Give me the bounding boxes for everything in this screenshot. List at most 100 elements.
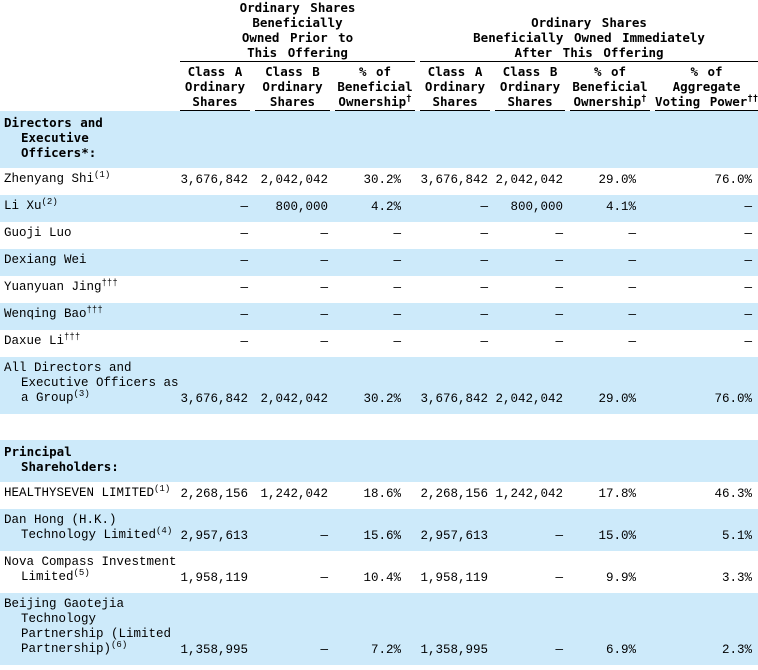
group-header-prior: Ordinary Shares Beneficially Owned Prior t…	[180, 0, 416, 62]
cell-pct-voting-after: —	[744, 335, 753, 349]
footnote-reference: (1)	[94, 169, 111, 180]
table-row: Guoji Luo — — — — — — —	[0, 222, 758, 249]
column-header-pct-beneficial-prior: % of Beneficial Ownership†	[335, 62, 416, 111]
cell-classB-prior	[250, 111, 330, 168]
cell-classA-prior: —	[240, 254, 248, 268]
row-label: Directors and Executive Officers*:	[4, 115, 103, 160]
column-header-classA-prior: Class A Ordinary Shares	[180, 62, 250, 111]
cell-pct-voting-after: —	[744, 227, 753, 241]
cell-classB-prior: —	[320, 643, 328, 657]
table-body: Directors and Executive Officers*: Zhenyang…	[0, 111, 758, 665]
cell-pct-voting-after: —	[744, 254, 753, 268]
cell-pct-beneficial-after: 9.9%	[606, 571, 637, 585]
group-header-after: Ordinary Shares Beneficially Owned Immedi…	[420, 15, 758, 62]
cell-pct-beneficial-after	[565, 111, 650, 168]
cell-classA-prior: 3,676,842	[180, 392, 248, 406]
cell-pct-voting-after	[650, 440, 758, 482]
cell-classB-after: —	[555, 308, 564, 322]
cell-classA-after	[415, 440, 490, 482]
cell-classA-prior: —	[240, 281, 248, 295]
footnote-reference: (5)	[73, 567, 90, 578]
cell-classA-prior: 1,358,995	[180, 643, 248, 657]
cell-classA-prior: 2,268,156	[180, 487, 248, 501]
cell-classB-prior: 2,042,042	[260, 173, 328, 187]
cell-classA-after: —	[480, 281, 489, 295]
cell-pct-beneficial-prior: 18.6%	[363, 487, 402, 501]
cell-classB-prior: —	[320, 281, 328, 295]
cell-pct-beneficial-prior: —	[393, 308, 402, 322]
spacer-cell	[0, 414, 758, 440]
cell-pct-beneficial-after: 29.0%	[598, 392, 637, 406]
footnote-reference: (3)	[73, 388, 90, 399]
section-spacer-row	[0, 414, 758, 440]
column-header-classB-after: Class B Ordinary Shares	[495, 62, 566, 111]
row-label: Beijing Gaotejia Technology Partnership (L…	[4, 597, 172, 656]
cell-pct-beneficial-prior	[330, 440, 415, 482]
cell-pct-beneficial-prior: 30.2%	[363, 173, 402, 187]
cell-pct-voting-after: —	[744, 281, 753, 295]
cell-classA-prior: —	[240, 308, 248, 322]
cell-classB-prior: 2,042,042	[260, 392, 328, 406]
row-label: Principal Shareholders:	[4, 444, 119, 474]
table-row: Beijing Gaotejia Technology Partnership (L…	[0, 593, 758, 665]
row-label: Wenqing Bao†††	[4, 304, 103, 321]
cell-pct-beneficial-prior: 7.2%	[371, 643, 402, 657]
cell-classA-after: 3,676,842	[420, 392, 489, 406]
footnote-marker: ††	[747, 93, 758, 104]
cell-classA-after: 3,676,842	[420, 173, 489, 187]
row-label: HEALTHYSEVEN LIMITED(1)	[4, 483, 171, 500]
cell-classB-prior: 800,000	[275, 200, 328, 214]
table-row: All Directors and Executive Officers as a …	[0, 357, 758, 414]
footnote-reference: (6)	[111, 639, 128, 650]
cell-pct-voting-after	[650, 111, 758, 168]
table-row: Directors and Executive Officers*:	[0, 111, 758, 168]
cell-classB-prior: —	[320, 335, 328, 349]
cell-classA-after	[415, 111, 490, 168]
table-row: Daxue Li††† — — — — — — —	[0, 330, 758, 357]
footnote-reference: (4)	[156, 525, 173, 536]
cell-classA-after: 2,268,156	[420, 487, 489, 501]
cell-classA-prior: —	[240, 200, 248, 214]
row-label: Dexiang Wei	[4, 253, 87, 267]
cell-pct-beneficial-prior: —	[393, 281, 402, 295]
cell-classB-after	[490, 440, 565, 482]
cell-classB-prior: —	[320, 308, 328, 322]
cell-pct-beneficial-after: —	[628, 227, 637, 241]
cell-classB-prior: —	[320, 571, 328, 585]
row-label: Nova Compass Investment Limited(5)	[4, 555, 177, 584]
cell-classA-prior	[180, 440, 250, 482]
cell-classB-prior: —	[320, 254, 328, 268]
table-row: Dan Hong (H.K.) Technology Limited(4) 2,95…	[0, 509, 758, 551]
cell-classB-after: —	[555, 254, 564, 268]
cell-classB-prior: —	[320, 529, 328, 543]
table-row: Yuanyuan Jing††† — — — — — — —	[0, 276, 758, 303]
cell-classB-prior	[250, 440, 330, 482]
cell-pct-beneficial-prior: 4.2%	[371, 200, 402, 214]
cell-classB-after: —	[555, 335, 564, 349]
cell-classB-after: —	[555, 643, 564, 657]
cell-pct-beneficial-prior: —	[393, 227, 402, 241]
footnote-reference: (1)	[154, 483, 171, 494]
cell-classB-after: 800,000	[510, 200, 564, 214]
cell-classB-after: —	[555, 281, 564, 295]
cell-pct-voting-after: —	[744, 200, 753, 214]
cell-classB-prior: —	[320, 227, 328, 241]
row-label: Li Xu(2)	[4, 196, 58, 213]
cell-pct-beneficial-after: 29.0%	[598, 173, 637, 187]
table-header: Ordinary Shares Beneficially Owned Prior t…	[0, 0, 758, 111]
cell-classB-after: 1,242,042	[495, 487, 564, 501]
cell-pct-voting-after: 2.3%	[722, 643, 753, 657]
table-row: Principal Shareholders:	[0, 440, 758, 482]
row-label: All Directors and Executive Officers as a …	[4, 361, 179, 405]
cell-classB-after: —	[555, 571, 564, 585]
footnote-reference: †††	[101, 277, 118, 288]
table-row: Dexiang Wei — — — — — — —	[0, 249, 758, 276]
footnote-reference: (2)	[41, 196, 58, 207]
cell-classB-after: —	[555, 227, 564, 241]
cell-classA-after: —	[480, 335, 489, 349]
cell-classA-after: 2,957,613	[420, 529, 489, 543]
cell-classB-after: —	[555, 529, 564, 543]
table-row: Wenqing Bao††† — — — — — — —	[0, 303, 758, 330]
